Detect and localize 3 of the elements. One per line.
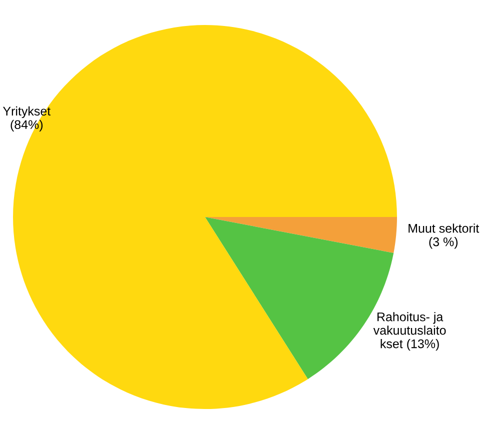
- slice-label: Rahoitus- ja vakuutuslaito kset (13%): [373, 312, 446, 351]
- slice-label: Muut sektorit: [408, 224, 480, 233]
- data-label: (3 %): [429, 237, 458, 249]
